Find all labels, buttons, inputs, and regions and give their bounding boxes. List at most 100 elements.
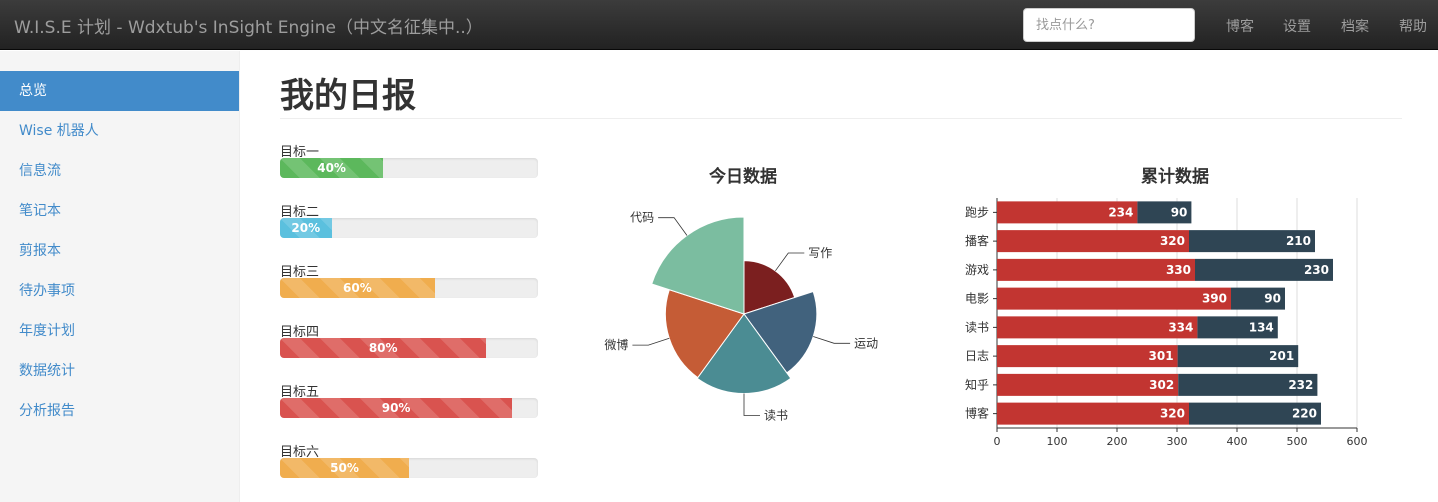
pie-label-line-2 (813, 336, 851, 344)
bar-category-label-6: 日志 (965, 349, 989, 363)
nav-link-archive[interactable]: 档案 (1341, 19, 1369, 35)
goal-bar-2: 20% (280, 218, 332, 238)
goal-bar-5: 90% (280, 398, 513, 418)
bar-tick-label-5: 500 (1287, 435, 1308, 448)
sidebar-item-reports[interactable]: 分析报告 (19, 403, 75, 419)
sidebar: 总览 Wise 机器人 信息流 笔记本 剪报本 待办事项 年度计划 数据统计 分… (0, 51, 240, 502)
bar-tick-label-0: 0 (994, 435, 1001, 448)
bar-segment-8-2 (1189, 402, 1321, 425)
pie-label-line-1 (775, 252, 805, 272)
goal-progress-4: 80% (280, 338, 538, 358)
bar-segment-5-2 (1197, 316, 1278, 339)
bar-segment-6-1 (997, 345, 1178, 368)
bar-value-label-5-2: 134 (1249, 320, 1274, 334)
sidebar-item-yearly-plan[interactable]: 年度计划 (19, 323, 75, 339)
bar-value-label-8-1: 320 (1160, 407, 1185, 421)
bar-category-label-4: 电影 (965, 292, 989, 306)
sidebar-item-todo[interactable]: 待办事项 (19, 283, 75, 299)
bar-value-label-2-1: 320 (1160, 234, 1185, 248)
nav-link-settings[interactable]: 设置 (1283, 19, 1311, 35)
bar-segment-7-1 (997, 373, 1179, 396)
bar-value-label-1-1: 234 (1108, 205, 1133, 219)
bar-segment-4-1 (997, 287, 1231, 310)
pie-label-3: 读书 (764, 409, 788, 423)
goal-bar-4: 80% (280, 338, 487, 358)
bar-category-label-2: 播客 (965, 233, 989, 248)
nav-link-help[interactable]: 帮助 (1399, 19, 1427, 35)
pie-slice-2 (743, 290, 818, 374)
pie-label-line-5 (658, 217, 688, 236)
pie-label-4: 微博 (604, 337, 628, 352)
search-input[interactable] (1023, 8, 1195, 42)
bar-segment-1-2 (1137, 201, 1192, 224)
nav-link-blog[interactable]: 博客 (1226, 19, 1254, 35)
bar-category-label-3: 游戏 (965, 263, 989, 277)
bar-tick-label-6: 600 (1347, 435, 1368, 448)
bar-segment-3-2 (1195, 258, 1333, 281)
bar-segment-1-1 (997, 201, 1138, 224)
bar-segment-5-1 (997, 316, 1198, 339)
pie-slice-4 (665, 289, 745, 379)
bar-value-label-2-2: 210 (1286, 234, 1311, 248)
bar-value-label-5-1: 334 (1168, 320, 1193, 334)
bar-segment-2-1 (997, 230, 1189, 253)
bar-value-label-1-2: 90 (1171, 205, 1188, 219)
goal-bar-3: 60% (280, 278, 435, 298)
bar-category-label-1: 跑步 (965, 205, 989, 219)
goal-label-5: 目标五 (280, 385, 320, 400)
pie-slice-5 (651, 216, 745, 315)
sidebar-item-statistics[interactable]: 数据统计 (19, 363, 75, 379)
sidebar-item-clippings[interactable]: 剪报本 (19, 243, 61, 259)
bar-segment-4-2 (1231, 287, 1285, 310)
goal-label-4: 目标四 (280, 325, 320, 340)
bar-segment-8-1 (997, 402, 1189, 425)
goal-label-1: 目标一 (280, 145, 320, 160)
bar-value-label-4-1: 390 (1202, 292, 1227, 306)
bar-value-label-3-1: 330 (1166, 263, 1191, 277)
bar-tick-label-4: 400 (1227, 435, 1248, 448)
bar-category-label-8: 博客 (965, 406, 989, 421)
goal-progress-6: 50% (280, 458, 538, 478)
goal-label-3: 目标三 (280, 265, 320, 280)
bar-value-label-7-2: 232 (1288, 378, 1313, 392)
goal-bar-1: 40% (280, 158, 384, 178)
sidebar-item-wise-bot[interactable]: Wise 机器人 (19, 123, 99, 139)
pie-label-2: 运动 (854, 336, 878, 350)
sidebar-item-overview[interactable]: 总览 (0, 71, 239, 111)
bar-tick-label-3: 300 (1167, 435, 1188, 448)
sidebar-item-notebook[interactable]: 笔记本 (19, 203, 61, 219)
pie-slice-1 (743, 260, 796, 315)
pie-label-5: 代码 (630, 211, 654, 225)
bar-tick-label-1: 100 (1047, 435, 1068, 448)
bar-segment-7-2 (1178, 373, 1318, 396)
sidebar-item-feed[interactable]: 信息流 (19, 163, 61, 179)
bar-chart-title: 累计数据 (1141, 167, 1209, 187)
bar-value-label-4-2: 90 (1264, 292, 1281, 306)
bar-value-label-6-2: 201 (1269, 349, 1294, 363)
pie-chart-title: 今日数据 (709, 167, 777, 187)
page-title: 我的日报 (280, 76, 416, 116)
top-navbar: W.I.S.E 计划 - Wdxtub's InSight Engine（中文名… (0, 0, 1438, 50)
bar-segment-3-1 (997, 258, 1195, 281)
goal-bar-6: 50% (280, 458, 409, 478)
bar-tick-label-2: 200 (1107, 435, 1128, 448)
bar-value-label-8-2: 220 (1292, 407, 1317, 421)
goal-progress-5: 90% (280, 398, 538, 418)
pie-slice-3 (696, 313, 792, 395)
goal-progress-2: 20% (280, 218, 538, 238)
title-divider (280, 118, 1402, 119)
bar-segment-2-2 (1189, 230, 1315, 253)
goal-label-6: 目标六 (280, 445, 320, 460)
bar-value-label-3-2: 230 (1304, 263, 1329, 277)
goal-progress-3: 60% (280, 278, 538, 298)
bar-category-label-5: 读书 (965, 320, 989, 334)
pie-label-line-4 (632, 337, 670, 346)
pie-label-1: 写作 (808, 246, 832, 260)
bar-category-label-7: 知乎 (965, 378, 989, 392)
bar-value-label-7-1: 302 (1149, 378, 1174, 392)
brand-title[interactable]: W.I.S.E 计划 - Wdxtub's InSight Engine（中文名… (14, 18, 483, 38)
goal-progress-1: 40% (280, 158, 538, 178)
bar-segment-6-2 (1177, 345, 1299, 368)
goal-label-2: 目标二 (280, 205, 320, 220)
bar-value-label-6-1: 301 (1149, 349, 1174, 363)
